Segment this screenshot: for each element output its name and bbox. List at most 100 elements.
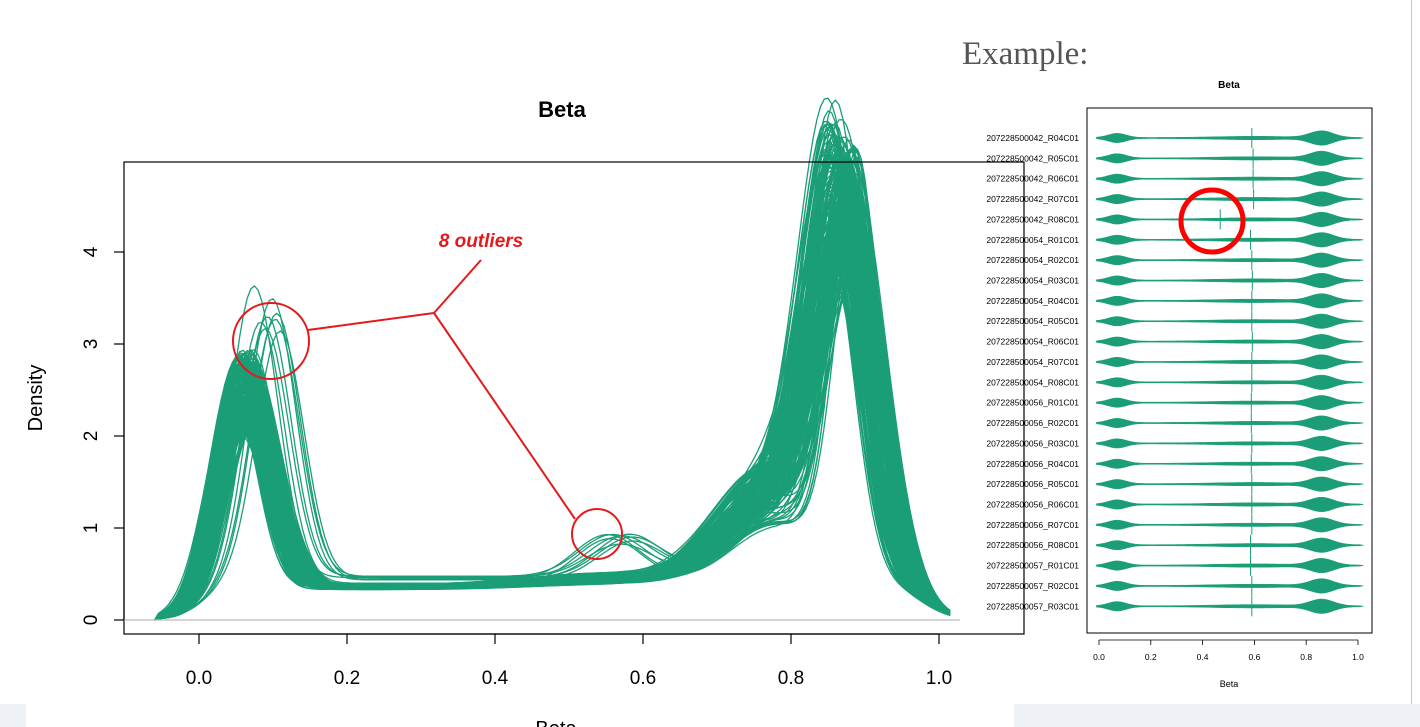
violin-row: 207228500042_R04C01 [986, 128, 1364, 148]
sample-label: 207228500056_R03C01 [986, 438, 1079, 448]
density-curve [154, 159, 951, 621]
y-tick-label: 0 [81, 615, 102, 626]
violin-shape [1096, 395, 1361, 411]
sample-label: 207228500056_R07C01 [986, 520, 1079, 530]
violin-row: 207228500057_R03C01 [986, 596, 1364, 617]
violin-shape [1096, 537, 1361, 553]
violin-row: 207228500054_R03C01 [986, 270, 1364, 291]
violin-row: 207228500054_R08C01 [986, 372, 1364, 393]
violin-x-tick-label: 1.0 [1352, 652, 1364, 662]
violin-shape [1096, 334, 1361, 350]
outlier-circle-peak [232, 302, 310, 380]
x-axis-label: Beta [535, 718, 577, 727]
x-tick-label: 0.6 [630, 668, 656, 689]
y-tick-label: 4 [81, 246, 102, 257]
sample-label: 207228500056_R04C01 [986, 459, 1079, 469]
violin-row: 207228500057_R01C01 [986, 555, 1364, 576]
y-tick-label: 2 [81, 431, 102, 442]
x-tick-label: 0.4 [482, 668, 509, 689]
sample-label: 207228500054_R01C01 [986, 235, 1079, 245]
violin-shape [1096, 496, 1361, 512]
sample-label: 207228500056_R05C01 [986, 479, 1079, 489]
sample-label: 207228500054_R04C01 [986, 296, 1079, 306]
violin-x-tick-label: 0.6 [1248, 652, 1260, 662]
sample-label: 207228500056_R02C01 [986, 418, 1079, 428]
violin-shape [1096, 476, 1361, 492]
sample-label: 207228500056_R01C01 [986, 398, 1079, 408]
violin-x-tick-label: 0.8 [1300, 652, 1312, 662]
sample-label: 207228500042_R06C01 [986, 174, 1079, 184]
violin-shape [1096, 435, 1361, 451]
violin-row: 207228500042_R07C01 [986, 189, 1364, 210]
violin-shape [1096, 558, 1361, 574]
violin-row: 207228500054_R04C01 [986, 290, 1364, 311]
sample-label: 207228500042_R04C01 [986, 133, 1079, 143]
violin-shape [1096, 273, 1361, 289]
density-curves [154, 97, 951, 621]
violin-shape [1096, 211, 1361, 227]
violin-rows: 207228500042_R04C01 207228500042_R05C01 20… [986, 128, 1364, 617]
chart-title: Beta [538, 97, 586, 122]
sample-label: 207228500056_R06C01 [986, 499, 1079, 509]
violin-shape [1096, 313, 1361, 329]
violin-row: 207228500054_R01C01 [986, 229, 1364, 250]
violin-shape [1096, 598, 1361, 614]
violin-row: 207228500056_R02C01 [986, 413, 1364, 434]
violin-row: 207228500054_R06C01 [986, 331, 1364, 352]
outlier-circle-mid [571, 508, 623, 560]
violin-shape [1096, 354, 1361, 370]
y-axis: 0 1 2 3 4 [81, 246, 125, 626]
x-tick-label: 1.0 [926, 668, 952, 689]
sample-label: 207228500054_R05C01 [986, 316, 1079, 326]
annotation-label: 8 outliers [439, 231, 523, 252]
x-axis: 0.0 0.2 0.4 0.6 0.8 1.0 [186, 633, 952, 689]
example-label: Example: [962, 36, 1089, 72]
violin-row: 207228500056_R06C01 [986, 494, 1364, 515]
density-curve [154, 209, 951, 621]
violin-row: 207228500056_R07C01 [986, 514, 1364, 535]
violin-shape [1096, 517, 1361, 533]
x-tick-label: 0.0 [186, 668, 212, 689]
violin-row: 207228500042_R08C01 [986, 209, 1364, 230]
sample-label: 207228500057_R03C01 [986, 601, 1079, 611]
y-tick-label: 1 [81, 523, 102, 534]
violin-shape [1096, 130, 1361, 146]
pointer-line [433, 259, 482, 314]
x-tick-label: 0.8 [778, 668, 804, 689]
violin-row: 207228500056_R04C01 [986, 453, 1364, 474]
violin-shape [1096, 456, 1361, 472]
violin-title: Beta [1218, 80, 1240, 91]
y-tick-label: 3 [81, 339, 102, 350]
panel-border [1411, 0, 1412, 704]
bottom-bar-left [26, 704, 1014, 727]
outlier-circle-violin [1178, 187, 1246, 255]
density-curve [154, 144, 951, 621]
density-curve [154, 239, 951, 621]
violin-row: 207228500057_R02C01 [986, 575, 1364, 596]
violin-x-tick-label: 0.2 [1145, 652, 1157, 662]
sample-label: 207228500054_R07C01 [986, 357, 1079, 367]
violin-x-tick-label: 0.0 [1093, 652, 1105, 662]
y-axis-label: Density [25, 365, 47, 432]
violin-row: 207228500042_R05C01 [986, 148, 1364, 169]
pointer-line [433, 312, 576, 520]
sample-label: 207228500057_R02C01 [986, 581, 1079, 591]
density-curve [154, 230, 951, 621]
violin-x-axis: 0.0 0.2 0.4 0.6 0.8 1.0 [1093, 639, 1364, 662]
violin-row: 207228500056_R03C01 [986, 433, 1364, 454]
violin-shape [1096, 150, 1361, 166]
violin-row: 207228500056_R01C01 [986, 392, 1364, 413]
sample-label: 207228500056_R08C01 [986, 540, 1079, 550]
violin-shape [1096, 415, 1361, 431]
violin-shape [1096, 578, 1361, 594]
violin-row: 207228500056_R08C01 [986, 535, 1364, 556]
sample-label: 207228500057_R01C01 [986, 561, 1079, 571]
violin-x-tick-label: 0.4 [1197, 652, 1209, 662]
violin-shape [1096, 171, 1361, 187]
violin-shape [1096, 293, 1361, 309]
violin-shape [1096, 374, 1361, 390]
density-curve [154, 211, 951, 621]
